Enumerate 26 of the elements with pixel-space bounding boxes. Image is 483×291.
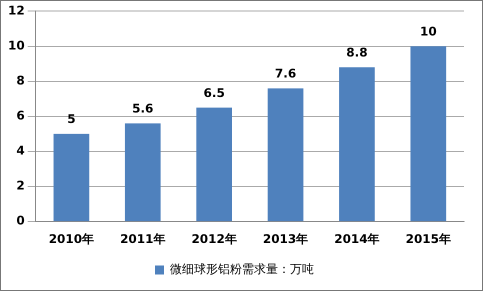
x-tick-label: 2014年: [334, 232, 380, 246]
y-tick-label: 10: [8, 38, 25, 52]
x-tick-label: 2013年: [262, 232, 308, 246]
x-tick-label: 2012年: [191, 232, 237, 246]
bar: [410, 46, 446, 222]
x-tick-label: 2015年: [406, 232, 452, 246]
data-label: 7.6: [274, 66, 296, 80]
x-tick-label: 2010年: [48, 232, 94, 246]
data-label: 6.5: [204, 86, 225, 100]
bar: [268, 88, 304, 222]
bar: [54, 134, 90, 222]
data-label: 10: [420, 24, 437, 38]
bar: [124, 123, 161, 222]
y-tick-label: 2: [16, 178, 25, 193]
y-tick-label: 12: [8, 3, 25, 18]
bar: [196, 108, 232, 222]
data-label: 5.6: [132, 102, 154, 116]
x-tick-label: 2011年: [120, 232, 166, 246]
data-label: 5: [67, 112, 76, 126]
legend-label: 微细球形铝粉需求量：万吨: [170, 262, 314, 276]
data-label: 8.8: [346, 45, 368, 60]
y-tick-label: 6: [16, 108, 25, 123]
y-tick-label: 4: [16, 144, 25, 158]
y-tick-label: 8: [16, 73, 25, 88]
bar: [339, 67, 375, 222]
y-tick-label: 0: [16, 214, 25, 228]
